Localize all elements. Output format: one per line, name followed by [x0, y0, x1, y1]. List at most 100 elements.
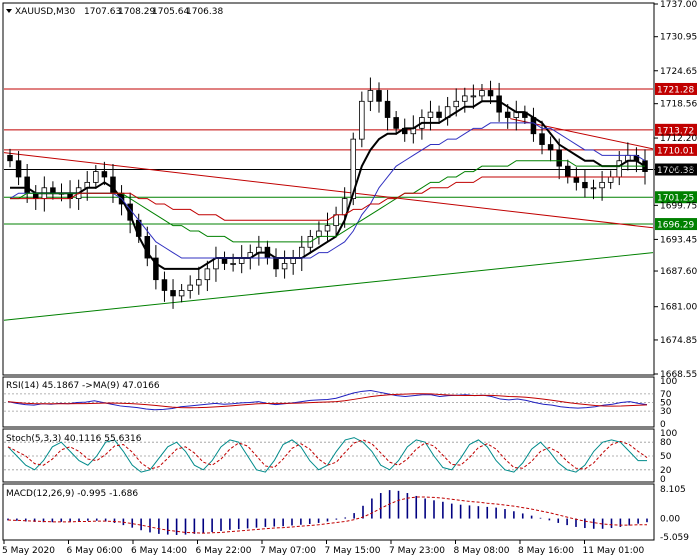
price-tick-6: 1699.75	[660, 201, 697, 211]
moving-average-0	[10, 100, 646, 270]
ohlc-low: 1705.64	[152, 7, 189, 17]
candle[interactable]	[359, 91, 365, 148]
macd-signal-line	[7, 496, 647, 534]
level-tag-5	[655, 218, 697, 231]
candle[interactable]	[599, 171, 605, 201]
candle[interactable]	[93, 165, 99, 189]
trendline-0[interactable]	[3, 152, 654, 229]
price-tick-8: 1687.60	[660, 267, 697, 277]
candle[interactable]	[7, 148, 13, 168]
stoch-label: Stoch(5,3,3) 40.1116 55.6316	[6, 434, 142, 444]
candle[interactable]	[462, 87, 468, 113]
candle[interactable]	[376, 82, 382, 113]
time-tick-0: 5 May 2020	[2, 546, 55, 556]
candle[interactable]	[153, 245, 159, 290]
candle[interactable]	[196, 266, 202, 295]
level-value-3: 1706.38	[657, 166, 694, 176]
candle[interactable]	[547, 136, 554, 162]
level-value-4: 1701.25	[657, 194, 694, 204]
symbol-timeframe: XAUUSD,M30	[15, 7, 75, 17]
level-tag-4	[655, 191, 697, 204]
rsi-label: RSI(14) 45.1867 ->MA(9) 47.0166	[6, 381, 160, 391]
candle[interactable]	[487, 80, 494, 104]
level-tag-0	[655, 82, 697, 95]
candle[interactable]	[161, 271, 168, 302]
price-tick-0: 1737.00	[660, 0, 697, 10]
time-tick-4: 7 May 07:00	[260, 546, 316, 556]
stoch-tick-4: 0	[660, 475, 666, 485]
rsi-line	[7, 389, 648, 411]
candle[interactable]	[479, 84, 485, 103]
candle[interactable]	[590, 179, 597, 200]
level-value-5: 1696.29	[657, 221, 694, 231]
time-tick-6: 7 May 23:00	[389, 546, 445, 556]
price-tick-2: 1724.65	[660, 67, 697, 77]
price-tick-11: 1668.55	[660, 370, 697, 380]
rsi-tick-4: 0	[660, 420, 666, 430]
candle[interactable]	[470, 84, 477, 109]
time-tick-3: 6 May 22:00	[196, 546, 252, 556]
time-tick-5: 7 May 15:00	[325, 546, 381, 556]
rsi-tick-2: 50	[660, 399, 672, 409]
macd-tick-2: -5.059	[660, 533, 689, 543]
time-tick-7: 8 May 08:00	[454, 546, 510, 556]
candle[interactable]	[539, 120, 545, 155]
stoch-panel[interactable]	[2, 428, 655, 483]
candle[interactable]	[384, 89, 391, 131]
macd-tick-1: 0.00	[660, 515, 680, 525]
price-tick-3: 1718.56	[660, 100, 697, 110]
price-tick-5: 1706.38	[660, 166, 697, 176]
macd-panel[interactable]	[2, 483, 655, 541]
candle[interactable]	[187, 275, 193, 299]
level-tag-3	[655, 163, 697, 176]
ohlc-high: 1708.29	[118, 7, 155, 17]
price-tick-4: 1712.20	[660, 134, 697, 144]
stoch-tick-0: 100	[660, 429, 677, 439]
macd-tick-0: 8.105	[660, 485, 686, 495]
candle[interactable]	[367, 77, 374, 112]
candle[interactable]	[230, 253, 236, 272]
price-tick-10: 1674.85	[660, 336, 697, 346]
price-tick-7: 1693.45	[660, 235, 697, 245]
rsi-tick-3: 30	[660, 407, 672, 417]
rsi-ma-line	[7, 393, 648, 409]
time-tick-2: 6 May 14:00	[131, 546, 187, 556]
price-tick-9: 1681.00	[660, 303, 697, 313]
candle[interactable]	[170, 279, 176, 309]
rsi-tick-0: 100	[660, 377, 677, 387]
stoch-tick-3: 20	[660, 466, 672, 476]
trendline-2[interactable]	[3, 252, 654, 321]
candle[interactable]	[582, 169, 588, 198]
time-tick-1: 6 May 06:00	[67, 546, 123, 556]
rsi-tick-1: 70	[660, 390, 672, 400]
macd-label: MACD(12,26,9) -0.995 -1.686	[6, 489, 138, 499]
level-tag-1	[655, 123, 697, 136]
time-tick-9: 11 May 01:00	[583, 546, 645, 556]
ohlc-close: 1706.38	[186, 7, 223, 17]
stoch-signal-line	[7, 439, 648, 470]
ohlc-open: 1707.63	[84, 7, 121, 17]
stoch-tick-2: 50	[660, 452, 672, 462]
price-tick-1: 1730.95	[660, 33, 697, 43]
dropdown-triangle-icon[interactable]	[6, 9, 12, 13]
level-value-0: 1721.28	[657, 85, 694, 95]
candle[interactable]	[15, 151, 22, 186]
stoch-tick-1: 80	[660, 438, 672, 448]
candle[interactable]	[204, 260, 211, 292]
time-tick-8: 8 May 16:00	[518, 546, 574, 556]
candle[interactable]	[393, 111, 399, 135]
candle[interactable]	[504, 104, 511, 129]
stoch-line	[7, 437, 647, 473]
moving-average-1	[9, 122, 646, 259]
candle[interactable]	[178, 284, 185, 303]
level-tag-2	[655, 143, 697, 156]
level-value-2: 1710.01	[657, 146, 694, 156]
main-price-panel[interactable]	[2, 2, 655, 376]
candle[interactable]	[281, 250, 288, 279]
candle[interactable]	[427, 100, 434, 131]
level-value-1: 1713.72	[657, 126, 694, 136]
candle[interactable]	[436, 105, 442, 124]
moving-average-3	[10, 176, 645, 221]
